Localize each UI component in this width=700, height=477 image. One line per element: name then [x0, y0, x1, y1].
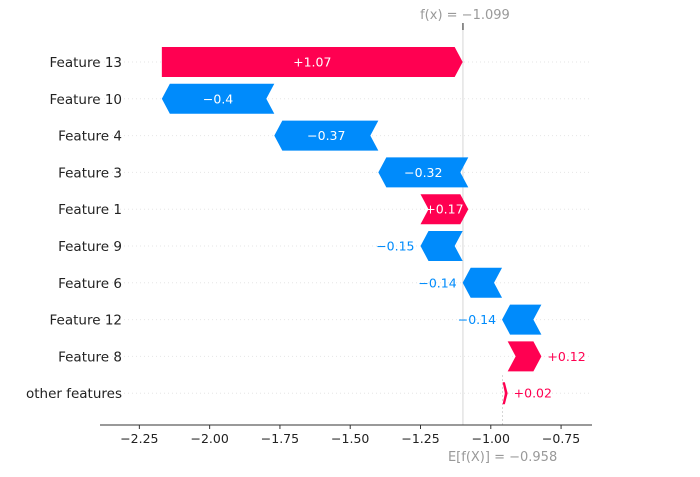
bar-value-label: +0.17 — [425, 202, 463, 217]
waterfall-bar — [378, 157, 469, 188]
bar-value-label: −0.37 — [307, 128, 345, 143]
waterfall-bar — [502, 304, 542, 335]
bar-value-label: −0.4 — [203, 91, 233, 106]
bar-value-labels: +1.07 −0.4 −0.37 −0.32 +0.17 −0.15 −0.14 −0.14 +… — [203, 55, 586, 401]
reference-lines — [462, 26, 503, 425]
feature-name-label: Feature 12 — [50, 313, 122, 329]
feature-name-label: Feature 6 — [58, 276, 122, 292]
x-axis: −2.25 −2.00 −1.75 −1.50 −1.25 −1.00 −0.75 — [100, 424, 592, 446]
bar-value-label: +1.07 — [293, 55, 331, 70]
feature-name-label: Feature 10 — [50, 92, 122, 108]
output-annotation: f(x) = −1.099 — [420, 8, 510, 30]
waterfall-bar — [502, 382, 508, 405]
x-tick-label: −1.25 — [401, 431, 439, 446]
base-value-annotation: E[f(X)] = −0.958 — [448, 450, 557, 465]
waterfall-bar — [161, 83, 275, 114]
bar-value-label: −0.14 — [458, 312, 496, 327]
bar-value-label: +0.12 — [547, 349, 585, 364]
waterfall-bar — [462, 267, 503, 298]
waterfall-bar — [161, 47, 463, 77]
x-tick-label: −1.00 — [472, 431, 510, 446]
x-tick-label: −0.75 — [542, 431, 580, 446]
feature-name-labels: Feature 13 Feature 10 Feature 4 Feature 3 Fe… — [26, 55, 122, 402]
waterfall-bar — [507, 341, 542, 372]
waterfall-bar — [420, 231, 463, 261]
feature-name-label: Feature 13 — [50, 55, 122, 71]
x-tick-label: −1.75 — [261, 431, 299, 446]
base-value-label: E[f(X)] = −0.958 — [448, 450, 557, 465]
waterfall-bar — [420, 194, 469, 225]
x-tick-label: −1.50 — [331, 431, 369, 446]
feature-name-label: Feature 1 — [58, 202, 122, 218]
feature-name-label: Feature 4 — [58, 129, 122, 145]
bar-value-label: −0.32 — [404, 165, 442, 180]
feature-name-label: Feature 8 — [58, 349, 122, 365]
x-tick-label: −2.25 — [120, 431, 158, 446]
feature-name-label: Feature 3 — [58, 165, 122, 181]
bar-value-label: −0.15 — [376, 239, 414, 254]
waterfall-bar — [274, 120, 379, 151]
feature-bars — [161, 47, 542, 405]
output-value-label: f(x) = −1.099 — [420, 8, 510, 23]
x-tick-label: −2.00 — [190, 431, 228, 446]
feature-name-label: Feature 9 — [58, 239, 122, 255]
bar-value-label: +0.02 — [514, 386, 552, 401]
feature-name-label: other features — [26, 386, 122, 402]
bar-value-label: −0.14 — [418, 275, 456, 290]
